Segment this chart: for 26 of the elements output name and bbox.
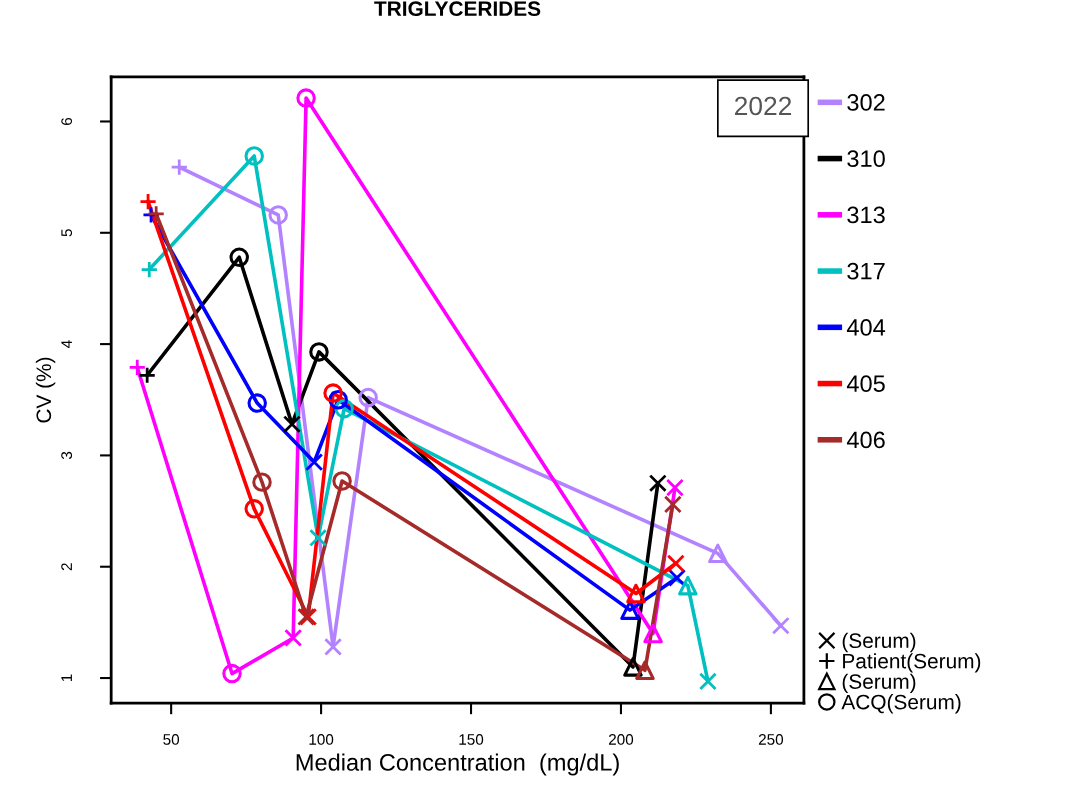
y-tick-label: 4 (61, 340, 72, 348)
x-tick-label: 250 (758, 734, 784, 745)
legend-label: 405 (846, 375, 885, 393)
y-tick-label: 3 (61, 451, 73, 460)
legend-label: 313 (847, 206, 885, 224)
x-tick-label: 200 (608, 734, 634, 745)
legend-label: 302 (847, 94, 885, 111)
legend-label: (Serum) (842, 673, 916, 694)
annotation: 2022 (735, 96, 792, 116)
y-axis-title: CV (%) (35, 357, 56, 423)
y-tick-label: 6 (61, 117, 73, 125)
legend-label: ACQ(Serum) (841, 694, 961, 714)
x-tick-label: 150 (459, 734, 484, 745)
legend-label: 404 (846, 319, 886, 336)
y-tick-label: 1 (61, 674, 72, 682)
chart-title: TRIGLYCERIDES (374, 1, 541, 17)
legend-label: Patient(Serum) (843, 653, 981, 673)
y-tick-label: 2 (61, 563, 72, 571)
y-tick-label: 5 (61, 229, 73, 237)
legend-label: (Serum) (842, 632, 916, 653)
x-axis-title: Median Concentration (mg/dL) (296, 753, 619, 776)
legend-label: 310 (847, 150, 885, 168)
x-tick-label: 50 (163, 734, 180, 745)
legend-label: 317 (847, 262, 885, 280)
x-tick-label: 100 (309, 734, 334, 745)
legend-label: 406 (846, 431, 885, 449)
